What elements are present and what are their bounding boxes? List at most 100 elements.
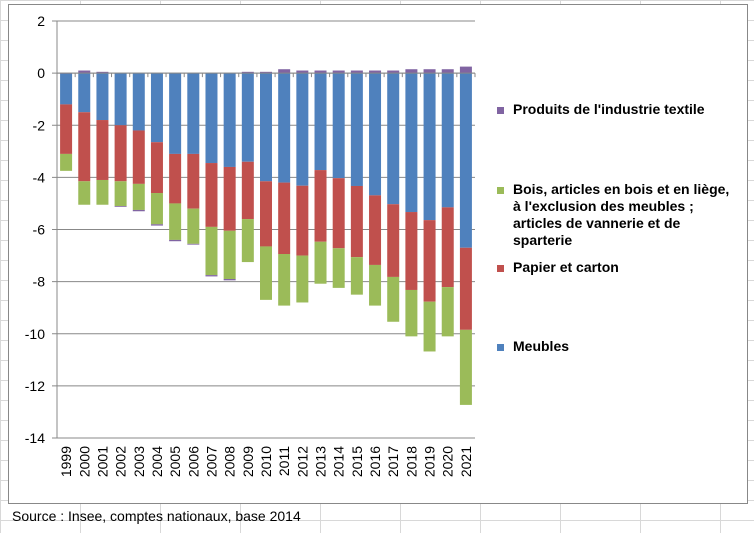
y-tick-label: 2 xyxy=(37,13,45,29)
bar-segment xyxy=(405,69,418,74)
x-tick-label: 1999 xyxy=(58,446,74,477)
bar-segment xyxy=(260,246,272,300)
x-tick-label: 2007 xyxy=(203,446,219,477)
x-tick-label: 2002 xyxy=(113,446,129,477)
bar-segment xyxy=(387,204,400,277)
bar-segment xyxy=(296,70,309,74)
bar-segment xyxy=(241,219,254,263)
bar-segment xyxy=(405,289,418,337)
bar-segment xyxy=(223,279,236,281)
legend-label: Produits de l'industrie textile xyxy=(513,101,705,117)
x-tick-label: 2011 xyxy=(276,446,292,476)
bar-segment xyxy=(96,73,109,121)
x-tick-label: 2015 xyxy=(349,446,365,477)
y-tick-label: -4 xyxy=(33,169,46,185)
bar-segment xyxy=(441,73,454,208)
legend-marker xyxy=(497,107,504,114)
bar-segment xyxy=(423,69,436,74)
bar-segment xyxy=(114,181,127,207)
bar-segment xyxy=(405,73,418,213)
y-tick-label: -6 xyxy=(33,222,46,238)
bar-segment xyxy=(459,329,472,405)
bar-segment xyxy=(387,73,400,205)
y-tick-label: -12 xyxy=(25,378,45,394)
bar-segment xyxy=(187,208,200,244)
bar-segment xyxy=(169,73,182,154)
bar-segment xyxy=(132,73,145,131)
legend-label: Meubles xyxy=(513,338,570,354)
bar-segment xyxy=(260,71,272,74)
x-tick-label: 2016 xyxy=(367,446,383,477)
legend-item-meubles: Meubles xyxy=(497,338,742,355)
bar-segment xyxy=(205,163,218,227)
bar-segment xyxy=(296,185,309,256)
y-tick-label: -10 xyxy=(25,326,45,342)
x-tick-label: 2018 xyxy=(403,446,419,477)
bar-segment xyxy=(187,153,200,209)
bar-segment xyxy=(314,73,327,171)
legend-item-textile: Produits de l'industrie textile xyxy=(497,101,742,118)
bar-segment xyxy=(459,73,472,248)
legend-label: Bois, articles en bois et en liège, à l'… xyxy=(513,181,730,248)
bar-segment xyxy=(78,181,91,205)
y-tick-label: -8 xyxy=(33,274,46,290)
bar-segment xyxy=(132,209,145,212)
bar-segment xyxy=(369,70,382,74)
bar-segment xyxy=(423,73,436,221)
bar-segment xyxy=(169,153,182,204)
bar-segment xyxy=(314,70,327,74)
bar-segment xyxy=(78,73,91,113)
bar-segment xyxy=(278,182,291,254)
x-tick-label: 2009 xyxy=(240,446,256,477)
bar-segment xyxy=(350,70,363,74)
bar-segment xyxy=(78,112,91,182)
legend-marker xyxy=(497,265,504,272)
bar-segment xyxy=(132,183,145,210)
bar-segment xyxy=(205,73,218,164)
legend-item-bois: Bois, articles en bois et en liège, à l'… xyxy=(497,181,742,249)
bar-segment xyxy=(260,73,272,182)
x-tick-label: 2001 xyxy=(94,446,110,477)
legend-label: Papier et carton xyxy=(513,259,619,275)
bar-segment xyxy=(314,241,327,284)
x-tick-label: 2010 xyxy=(258,446,274,477)
bar-segment xyxy=(423,220,436,302)
bar-segment xyxy=(96,71,109,74)
bar-segment xyxy=(332,248,345,288)
x-tick-label: 2006 xyxy=(185,446,201,477)
bar-segment xyxy=(387,70,400,74)
bar-segment xyxy=(241,73,254,162)
bar-segment xyxy=(278,73,291,183)
bar-segment xyxy=(114,73,127,126)
x-tick-label: 2017 xyxy=(385,446,401,477)
legend-marker xyxy=(497,344,504,351)
bar-segment xyxy=(114,125,127,182)
x-tick-label: 2014 xyxy=(331,446,347,477)
bar-segment xyxy=(187,243,200,245)
y-tick-label: -2 xyxy=(33,117,46,133)
bar-segment xyxy=(223,166,236,231)
bar-segment xyxy=(350,257,363,295)
x-tick-label: 2004 xyxy=(149,446,165,477)
y-tick-label: -14 xyxy=(25,430,45,446)
bar-segment xyxy=(423,301,436,352)
bar-segment xyxy=(60,153,73,171)
x-tick-label: 2019 xyxy=(422,446,438,477)
bar-segment xyxy=(150,193,163,225)
bar-segment xyxy=(350,73,363,186)
bar-segment xyxy=(132,130,145,184)
x-tick-label: 2003 xyxy=(131,446,147,477)
bar-segment xyxy=(60,104,73,154)
bar-segment xyxy=(241,161,254,220)
bar-segment xyxy=(205,275,218,277)
bar-segment xyxy=(78,70,91,74)
x-tick-label: 2008 xyxy=(222,446,238,477)
bar-segment xyxy=(114,206,127,207)
bar-segment xyxy=(296,255,309,303)
bar-segment xyxy=(387,276,400,322)
x-tick-label: 2021 xyxy=(458,446,474,477)
bar-segment xyxy=(150,142,163,194)
bar-segment xyxy=(169,239,182,242)
bar-segment xyxy=(369,195,382,265)
